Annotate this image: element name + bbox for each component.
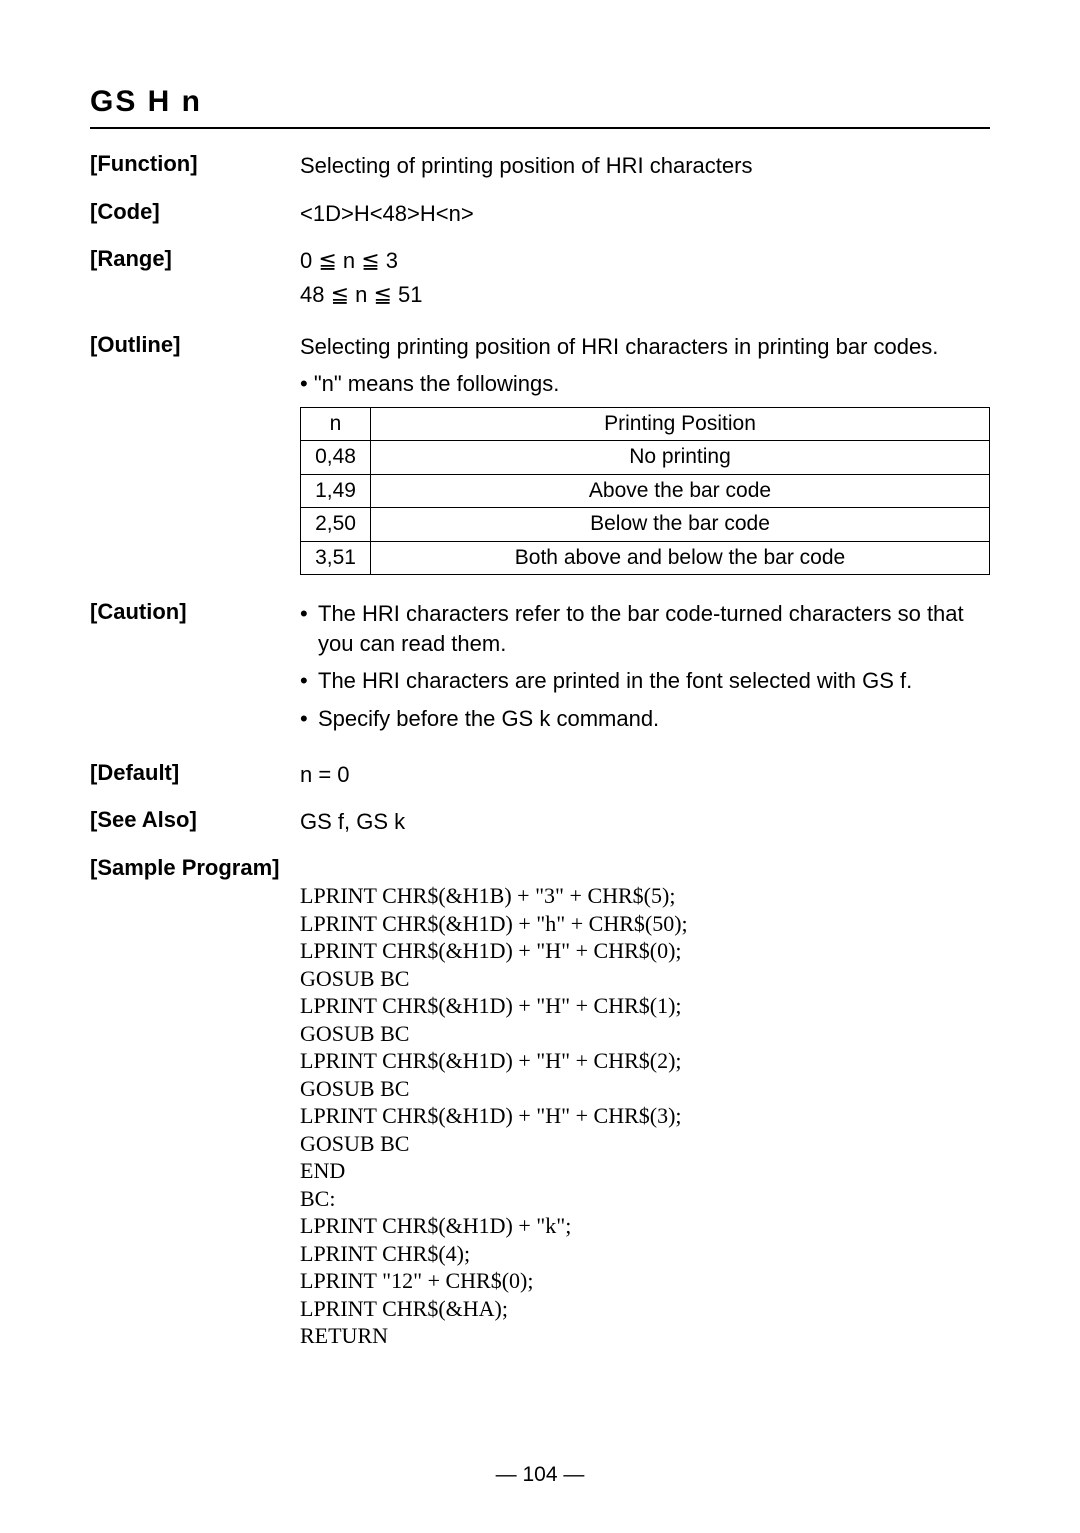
- code-line: LPRINT "12" + CHR$(0);: [300, 1268, 533, 1293]
- bullet-icon: •: [300, 666, 318, 696]
- outline-label: [Outline]: [90, 332, 300, 581]
- table-cell-n: 1,49: [301, 474, 371, 507]
- sample-row: [Sample Program] LPRINT CHR$(&H1B) + "3"…: [90, 855, 990, 1378]
- code-line: LPRINT CHR$(4);: [300, 1241, 470, 1266]
- range-row: [Range] 0 ≦ n ≦ 3 48 ≦ n ≦ 51: [90, 246, 990, 313]
- code-line: BC:: [300, 1186, 335, 1211]
- default-text: n = 0: [300, 760, 990, 790]
- outline-content: Selecting printing position of HRI chara…: [300, 332, 990, 581]
- page-number: — 104 —: [0, 1463, 1080, 1487]
- bullet-icon: •: [300, 599, 318, 658]
- code-line: LPRINT CHR$(&H1D) + "H" + CHR$(1);: [300, 993, 682, 1018]
- table-cell-n: 3,51: [301, 541, 371, 574]
- caution-item: • The HRI characters refer to the bar co…: [300, 599, 990, 658]
- caution-item: • Specify before the GS k command.: [300, 704, 990, 734]
- caution-item: • The HRI characters are printed in the …: [300, 666, 990, 696]
- code-line: LPRINT CHR$(&H1D) + "H" + CHR$(3);: [300, 1103, 682, 1128]
- table-row: 2,50 Below the bar code: [301, 508, 990, 541]
- seealso-label: [See Also]: [90, 807, 300, 837]
- caution-label: [Caution]: [90, 599, 300, 742]
- table-cell-pos: No printing: [371, 441, 990, 474]
- sample-code-block: LPRINT CHR$(&H1B) + "3" + CHR$(5); LPRIN…: [300, 855, 990, 1378]
- default-label: [Default]: [90, 760, 300, 790]
- printing-position-table: n Printing Position 0,48 No printing 1,4…: [300, 407, 990, 575]
- table-cell-pos: Below the bar code: [371, 508, 990, 541]
- code-text: <1D>H<48>H<n>: [300, 199, 990, 229]
- caution-content: • The HRI characters refer to the bar co…: [300, 599, 990, 742]
- title-divider: [90, 127, 990, 129]
- caution-text: The HRI characters refer to the bar code…: [318, 599, 990, 658]
- range-line-1: 0 ≦ n ≦ 3: [300, 246, 990, 276]
- range-content: 0 ≦ n ≦ 3 48 ≦ n ≦ 51: [300, 246, 990, 313]
- table-cell-n: 2,50: [301, 508, 371, 541]
- bullet-icon: •: [300, 704, 318, 734]
- code-line: RETURN: [300, 1323, 388, 1348]
- outline-text: Selecting printing position of HRI chara…: [300, 332, 990, 362]
- seealso-text: GS f, GS k: [300, 807, 990, 837]
- sample-label: [Sample Program]: [90, 855, 300, 1378]
- caution-text: The HRI characters are printed in the fo…: [318, 666, 990, 696]
- function-row: [Function] Selecting of printing positio…: [90, 151, 990, 181]
- code-line: LPRINT CHR$(&H1B) + "3" + CHR$(5);: [300, 883, 675, 908]
- range-line-2: 48 ≦ n ≦ 51: [300, 280, 990, 310]
- table-cell-n: 0,48: [301, 441, 371, 474]
- table-header-n: n: [301, 408, 371, 441]
- code-label: [Code]: [90, 199, 300, 229]
- outline-row: [Outline] Selecting printing position of…: [90, 332, 990, 581]
- default-row: [Default] n = 0: [90, 760, 990, 790]
- code-line: GOSUB BC: [300, 1076, 409, 1101]
- code-row: [Code] <1D>H<48>H<n>: [90, 199, 990, 229]
- table-row: 0,48 No printing: [301, 441, 990, 474]
- code-line: LPRINT CHR$(&H1D) + "k";: [300, 1213, 571, 1238]
- table-cell-pos: Both above and below the bar code: [371, 541, 990, 574]
- caution-text: Specify before the GS k command.: [318, 704, 990, 734]
- code-line: GOSUB BC: [300, 1131, 409, 1156]
- function-label: [Function]: [90, 151, 300, 181]
- function-text: Selecting of printing position of HRI ch…: [300, 151, 990, 181]
- table-header-position: Printing Position: [371, 408, 990, 441]
- code-line: LPRINT CHR$(&H1D) + "H" + CHR$(0);: [300, 938, 682, 963]
- code-line: GOSUB BC: [300, 966, 409, 991]
- sample-content: LPRINT CHR$(&H1B) + "3" + CHR$(5); LPRIN…: [300, 855, 990, 1378]
- table-cell-pos: Above the bar code: [371, 474, 990, 507]
- code-line: LPRINT CHR$(&H1D) + "H" + CHR$(2);: [300, 1048, 682, 1073]
- range-label: [Range]: [90, 246, 300, 313]
- code-line: GOSUB BC: [300, 1021, 409, 1046]
- seealso-row: [See Also] GS f, GS k: [90, 807, 990, 837]
- code-line: LPRINT CHR$(&HA);: [300, 1296, 508, 1321]
- command-title: GS H n: [90, 85, 990, 119]
- outline-bullet: • "n" means the followings.: [300, 369, 990, 399]
- table-row: 3,51 Both above and below the bar code: [301, 541, 990, 574]
- caution-row: [Caution] • The HRI characters refer to …: [90, 599, 990, 742]
- table-row: 1,49 Above the bar code: [301, 474, 990, 507]
- code-line: LPRINT CHR$(&H1D) + "h" + CHR$(50);: [300, 911, 688, 936]
- code-line: END: [300, 1158, 345, 1183]
- table-header-row: n Printing Position: [301, 408, 990, 441]
